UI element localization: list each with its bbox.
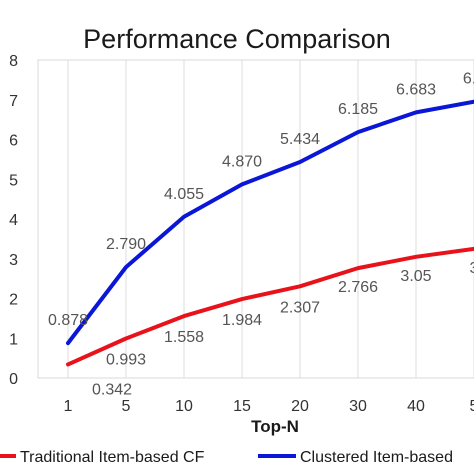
y-tick-label: 8 — [9, 53, 18, 70]
y-tick-label: 1 — [9, 331, 18, 348]
x-tick-label: 20 — [291, 398, 309, 415]
data-labels: 0.342 0.993 1.558 1.984 2.307 2.766 3.05 3 0.878… — [48, 71, 474, 399]
data-label-blue: 2.790 — [106, 236, 146, 253]
x-tick-label: 40 — [407, 398, 425, 415]
y-axis-ticks: 0 1 2 3 4 5 6 7 8 — [9, 53, 18, 388]
grid-lines — [67, 60, 474, 378]
data-label-red: 1.984 — [222, 312, 262, 329]
y-tick-label: 2 — [9, 292, 18, 309]
x-tick-label: 5 — [470, 398, 474, 415]
data-label-blue: 6.185 — [338, 101, 378, 118]
x-tick-label: 1 — [64, 398, 73, 415]
legend-label-blue: Clustered Item-based — [300, 449, 453, 466]
data-label-red: 3 — [470, 260, 474, 277]
series-line-1 — [66, 246, 474, 367]
y-tick-label: 4 — [9, 212, 18, 229]
chart-title: Performance Comparison — [83, 24, 391, 54]
data-label-red: 0.342 — [92, 381, 132, 398]
plot-area — [37, 59, 474, 379]
data-label-blue: 6.9 — [463, 71, 474, 88]
x-tick-label: 30 — [349, 398, 367, 415]
x-tick-label: 5 — [122, 398, 131, 415]
y-tick-label: 7 — [9, 93, 18, 110]
y-tick-label: 0 — [9, 371, 18, 388]
x-tick-label: 10 — [175, 398, 193, 415]
series-lines — [66, 99, 474, 367]
x-axis-ticks: 1510152030405 — [64, 398, 474, 415]
data-label-red: 0.993 — [106, 352, 146, 369]
data-label-red: 1.558 — [164, 329, 204, 346]
y-tick-label: 6 — [9, 133, 18, 150]
data-label-red: 3.05 — [400, 268, 431, 285]
data-label-red: 2.307 — [280, 299, 320, 316]
legend-label-red: Traditional Item-based CF — [20, 449, 205, 466]
data-label-blue: 4.870 — [222, 153, 262, 170]
x-axis-label: Top-N — [251, 417, 299, 436]
data-label-blue: 4.055 — [164, 186, 204, 203]
series-line-2 — [66, 99, 474, 346]
y-tick-label: 5 — [9, 172, 18, 189]
data-label-red: 2.766 — [338, 279, 378, 296]
data-label-blue: 5.434 — [280, 131, 320, 148]
x-tick-label: 15 — [233, 398, 251, 415]
y-tick-label: 3 — [9, 252, 18, 269]
data-label-blue: 0.878 — [48, 312, 88, 329]
legend: Traditional Item-based CF Clustered Item-… — [0, 449, 453, 466]
data-label-blue: 6.683 — [396, 81, 436, 98]
